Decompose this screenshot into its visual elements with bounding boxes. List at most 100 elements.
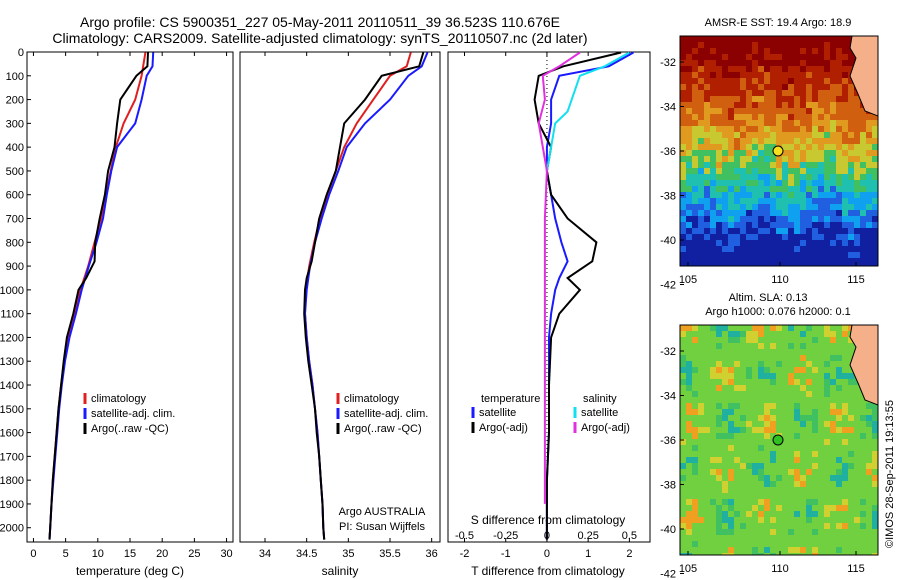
- heat-cell: [692, 457, 699, 464]
- heat-cell: [710, 475, 717, 482]
- heat-cell: [686, 373, 693, 380]
- heat-cell: [734, 409, 741, 416]
- heat-cell: [824, 493, 831, 500]
- heat-cell: [734, 258, 741, 265]
- heat-cell: [866, 126, 873, 133]
- heat-cell: [698, 204, 705, 211]
- heat-cell: [752, 355, 759, 362]
- heat-cell: [716, 60, 723, 67]
- heat-cell: [698, 126, 705, 133]
- heat-cell: [686, 180, 693, 187]
- heat-cell: [830, 228, 837, 235]
- heat-cell: [752, 421, 759, 428]
- heat-cell: [830, 379, 837, 386]
- heat-cell: [794, 355, 801, 362]
- heat-cell: [746, 216, 753, 223]
- heat-cell: [836, 541, 843, 548]
- heat-cell: [752, 150, 759, 157]
- heat-cell: [800, 487, 807, 494]
- heat-cell: [842, 457, 849, 464]
- heat-cell: [824, 210, 831, 217]
- heat-cell: [698, 78, 705, 85]
- heat-cell: [866, 234, 873, 241]
- heat-cell: [752, 78, 759, 85]
- heat-cell: [692, 355, 699, 362]
- heat-cell: [740, 240, 747, 247]
- heat-cell: [794, 517, 801, 524]
- heat-cell: [806, 409, 813, 416]
- principal-investigator: PI: Susan Wijffels: [339, 521, 425, 533]
- heat-cell: [794, 36, 801, 43]
- heat-cell: [800, 252, 807, 259]
- heat-cell: [878, 78, 885, 85]
- heat-cell: [794, 120, 801, 127]
- heat-cell: [710, 258, 717, 265]
- heat-cell: [830, 144, 837, 151]
- heat-cell: [728, 541, 735, 548]
- heat-cell: [854, 240, 861, 247]
- heat-cell: [680, 246, 687, 253]
- heat-cell: [836, 409, 843, 416]
- heat-cell: [716, 228, 723, 235]
- heat-cell: [842, 415, 849, 422]
- sst-map-title: AMSR-E SST: 19.4 Argo: 18.9: [705, 17, 852, 29]
- heat-cell: [824, 144, 831, 151]
- heat-cell: [758, 228, 765, 235]
- heat-cell: [686, 102, 693, 109]
- heat-cell: [740, 258, 747, 265]
- heat-cell: [776, 102, 783, 109]
- heat-cell: [704, 84, 711, 91]
- heat-cell: [680, 421, 687, 428]
- argo-float-marker-sst: [772, 145, 784, 157]
- heat-cell: [746, 114, 753, 121]
- heat-cell: [854, 204, 861, 211]
- heat-cell: [818, 481, 825, 488]
- heat-cell: [800, 535, 807, 542]
- heat-cell: [758, 391, 765, 398]
- heat-cell: [812, 361, 819, 368]
- heat-cell: [716, 457, 723, 464]
- heat-cell: [770, 535, 777, 542]
- heat-cell: [782, 198, 789, 205]
- heat-cell: [776, 36, 783, 43]
- heat-cell: [758, 385, 765, 392]
- heat-cell: [746, 355, 753, 362]
- series-line-argo---raw--qc-: [48, 52, 149, 540]
- heat-cell: [842, 138, 849, 145]
- heat-cell: [794, 180, 801, 187]
- heat-cell: [680, 529, 687, 536]
- heat-cell: [758, 138, 765, 145]
- heat-cell: [878, 84, 885, 91]
- heat-cell: [854, 96, 861, 103]
- heat-cell: [842, 553, 849, 555]
- heat-cell: [812, 415, 819, 422]
- heat-cell: [854, 481, 861, 488]
- heat-cell: [740, 132, 747, 139]
- heat-cell: [794, 499, 801, 506]
- heat-cell: [818, 517, 825, 524]
- heat-cell: [782, 385, 789, 392]
- heat-cell: [698, 60, 705, 67]
- heat-cell: [818, 54, 825, 61]
- heat-cell: [686, 138, 693, 145]
- heat-cell: [842, 252, 849, 259]
- heat-cell: [836, 180, 843, 187]
- heat-cell: [794, 174, 801, 181]
- heat-cell: [764, 475, 771, 482]
- heat-cell: [818, 451, 825, 458]
- heat-cell: [842, 367, 849, 374]
- heat-cell: [746, 457, 753, 464]
- heat-cell: [836, 463, 843, 470]
- heat-cell: [824, 174, 831, 181]
- heat-cell: [776, 445, 783, 452]
- heat-cell: [794, 451, 801, 458]
- heat-cell: [842, 493, 849, 500]
- heat-cell: [776, 48, 783, 55]
- heat-cell: [878, 391, 885, 398]
- heat-cell: [866, 499, 873, 506]
- heat-cell: [812, 216, 819, 223]
- heat-cell: [866, 451, 873, 458]
- heat-cell: [842, 78, 849, 85]
- heat-cell: [848, 481, 855, 488]
- heat-cell: [770, 403, 777, 410]
